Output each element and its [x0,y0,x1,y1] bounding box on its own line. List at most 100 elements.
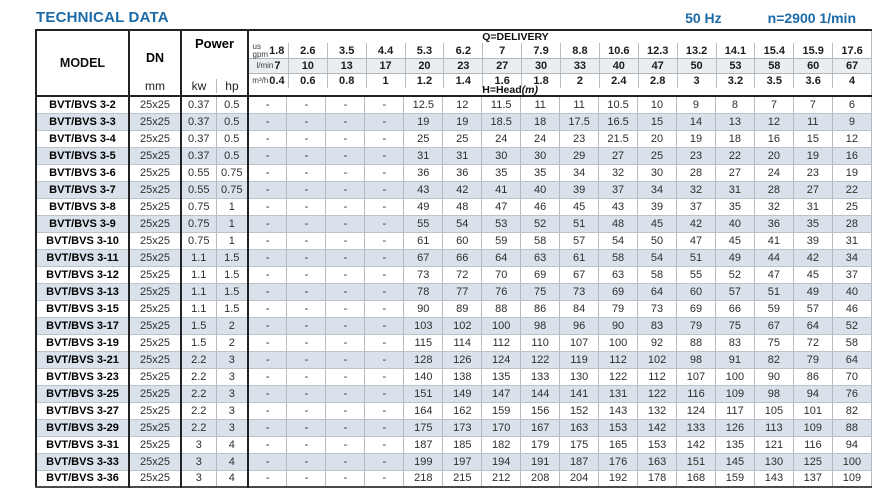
flow-value: 0.6 [300,75,316,87]
head-value-cell: - [325,419,366,437]
head-value-cell: 48 [598,215,639,233]
delivery-header-cell: 10 [287,59,327,73]
flow-value: 3.5 [766,75,782,87]
flow-value: 15.4 [763,44,786,57]
head-value-cell: - [248,470,288,488]
delivery-header-cell: us gpm 1.8 [249,42,288,58]
head-value-cell: 64 [637,283,677,301]
table-row: BVT/BVS 3-10 25x25 0.75 1- - - -61 60 59 58 57 54 50… [36,232,873,250]
delivery-header-cell: 1.4 [443,74,482,88]
power-hp-cell: 3 [216,368,250,386]
power-kw-cell: 1.1 [181,283,217,301]
delivery-header-cell: 5.3 [404,43,444,59]
dn-cell: 25x25 [129,283,182,301]
head-value-cell: 39 [793,232,833,250]
head-value-cell: - [325,351,366,369]
power-hp-cell: 0.5 [216,113,250,131]
head-value-cell: 63 [598,266,639,284]
head-value-cell: 105 [754,402,794,420]
head-value-cell: 35 [715,198,755,216]
head-value-cell: 55 [676,266,716,284]
head-value-cell: 122 [598,368,639,386]
delivery-header-cell: 2.4 [598,74,638,88]
head-value-cell: - [364,470,405,488]
delivery-title: Q=DELIVERY [482,31,549,43]
head-value-cell: 73 [403,266,444,284]
head-value-cell: 112 [598,351,639,369]
head-value-cell: 92 [637,334,677,352]
delivery-header-cell: 2.8 [637,74,677,88]
power-hp-cell: 0.75 [216,164,250,182]
delivery-header-cell: 1.6 [482,74,521,88]
head-value-cell: 34 [832,249,873,267]
head-value-cell: 45 [559,198,600,216]
delivery-header-cell: 15.9 [793,43,832,59]
head-value-cell: 36 [442,164,483,182]
flow-value: 8.8 [572,44,588,57]
head-value-cell: 90 [403,300,444,318]
head-value-cell: 50 [637,232,677,250]
head-value-cell: 11.5 [481,96,522,114]
head-value-cell: - [248,334,288,352]
delivery-header-cell: 10.6 [598,43,638,59]
power-kw-cell: 0.55 [181,181,217,199]
head-value-cell: - [286,198,327,216]
delivery-header-cell: 60 [793,59,832,73]
head-value-cell: 52 [715,266,755,284]
delivery-header-cell: 14.1 [715,43,755,59]
head-value-cell: 82 [754,351,794,369]
head-value-cell: 43 [403,181,444,199]
head-value-cell: 11 [520,96,561,114]
power-kw-cell: 0.75 [181,232,217,250]
head-value-cell: 25 [637,147,677,165]
delivery-header-cell: 67 [832,59,871,73]
head-value-cell: - [248,368,288,386]
head-value-cell: - [325,232,366,250]
head-value-cell: - [325,368,366,386]
head-value-cell: 132 [637,402,677,420]
head-value-cell: 20 [637,130,677,148]
head-value-cell: 215 [442,470,483,488]
head-value-cell: 25 [403,130,444,148]
model-cell: BVT/BVS 3-33 [36,453,130,471]
head-value-cell: 34 [559,164,600,182]
delivery-header-cell: 1.8 [521,74,560,88]
head-value-cell: 187 [559,453,600,471]
head-value-cell: 179 [520,436,561,454]
head-value-cell: 54 [637,249,677,267]
head-value-cell: 149 [442,385,483,403]
head-value-cell: - [364,130,405,148]
delivery-header-cell: 0.6 [287,74,327,88]
head-value-cell: 76 [481,283,522,301]
head-value-cell: 122 [637,385,677,403]
delivery-header-cell: 3 [676,74,716,88]
head-value-cell: 64 [832,351,873,369]
delivery-header-cell: 17 [365,59,405,73]
flow-value: 13 [340,60,353,72]
flow-value: 7 [499,44,506,57]
power-kw-cell: 3 [181,453,217,471]
head-value-cell: - [364,368,405,386]
head-value-cell: - [286,113,327,131]
head-value-cell: 46 [520,198,561,216]
head-value-cell: 37 [676,198,716,216]
head-value-cell: - [364,147,405,165]
power-hp-cell: 1.5 [216,249,250,267]
head-value-cell: 24 [481,130,522,148]
head-value-cell: 40 [715,215,755,233]
head-value-cell: - [286,385,327,403]
head-value-cell: 116 [793,436,833,454]
flow-value: 7.9 [533,44,549,57]
flow-value: 7 [274,60,281,72]
head-value-cell: - [325,181,366,199]
head-value-cell: 83 [637,317,677,335]
head-title: H=Head(m) [482,84,538,95]
head-value-cell: - [364,198,405,216]
model-cell: BVT/BVS 3-12 [36,266,130,284]
head-value-cell: 16 [832,147,873,165]
delivery-header-cell: 23 [443,59,482,73]
model-cell: BVT/BVS 3-13 [36,283,130,301]
head-value-cell: - [248,266,288,284]
head-value-cell: 25 [442,130,483,148]
head-value-cell: 153 [598,419,639,437]
